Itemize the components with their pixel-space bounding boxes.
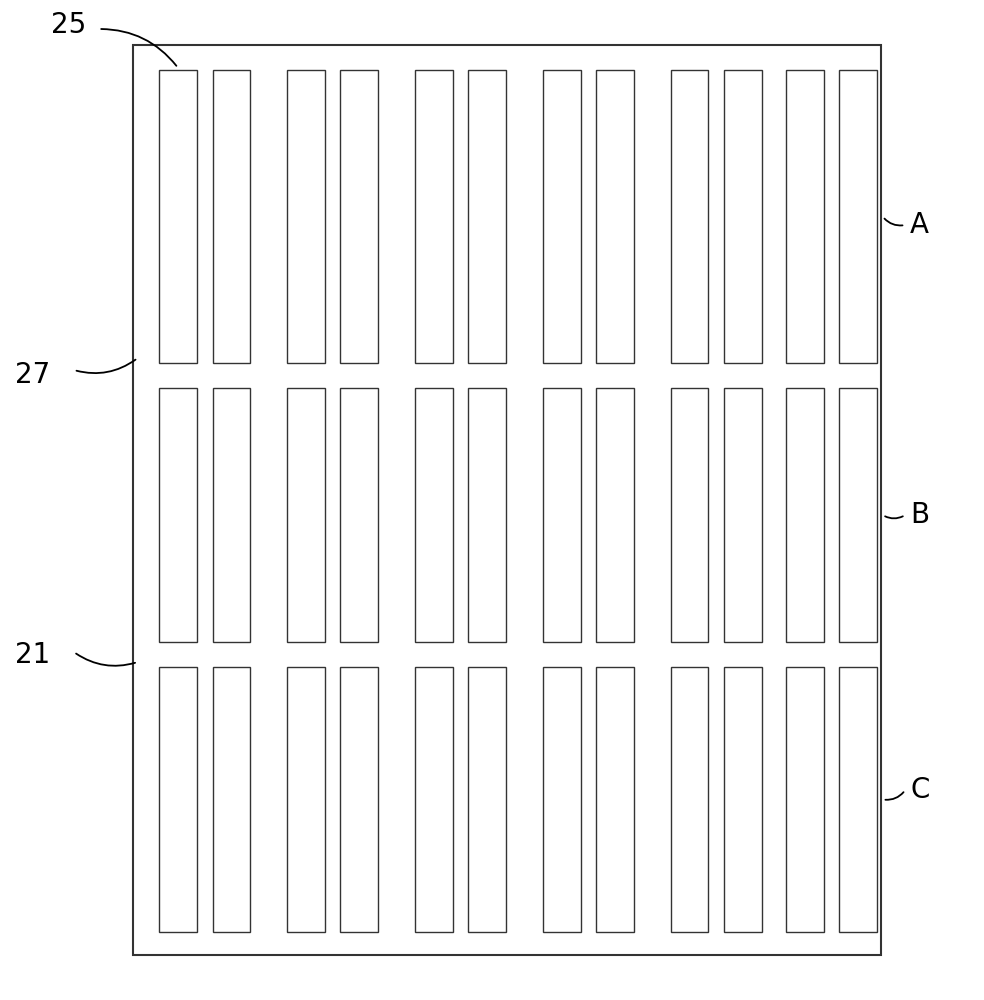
Bar [786, 70, 824, 363]
Bar [596, 667, 634, 932]
Bar [159, 667, 197, 932]
Bar [340, 70, 378, 363]
Bar [468, 388, 506, 642]
Text: A: A [910, 211, 929, 239]
Bar [340, 388, 378, 642]
Bar [543, 70, 581, 363]
Bar [159, 70, 197, 363]
Bar [724, 667, 762, 932]
Bar [213, 70, 250, 363]
Bar [724, 388, 762, 642]
Bar [596, 70, 634, 363]
Bar [596, 388, 634, 642]
Bar [287, 667, 325, 932]
Bar [724, 70, 762, 363]
Bar [415, 70, 453, 363]
Bar [468, 667, 506, 932]
Bar [786, 667, 824, 932]
Bar [468, 70, 506, 363]
Text: 21: 21 [15, 641, 50, 669]
Text: 25: 25 [51, 11, 87, 39]
Bar [839, 70, 877, 363]
Bar [839, 667, 877, 932]
Bar [340, 667, 378, 932]
Bar [133, 45, 881, 955]
Bar [786, 388, 824, 642]
Bar [671, 667, 708, 932]
Bar [671, 70, 708, 363]
Bar [415, 667, 453, 932]
Bar [159, 388, 197, 642]
Bar [543, 388, 581, 642]
Bar [213, 667, 250, 932]
Bar [839, 388, 877, 642]
Text: B: B [910, 501, 929, 529]
Text: C: C [910, 776, 930, 804]
Bar [415, 388, 453, 642]
Text: 27: 27 [15, 361, 50, 389]
Bar [543, 667, 581, 932]
Bar [287, 70, 325, 363]
Bar [287, 388, 325, 642]
Bar [213, 388, 250, 642]
Bar [671, 388, 708, 642]
